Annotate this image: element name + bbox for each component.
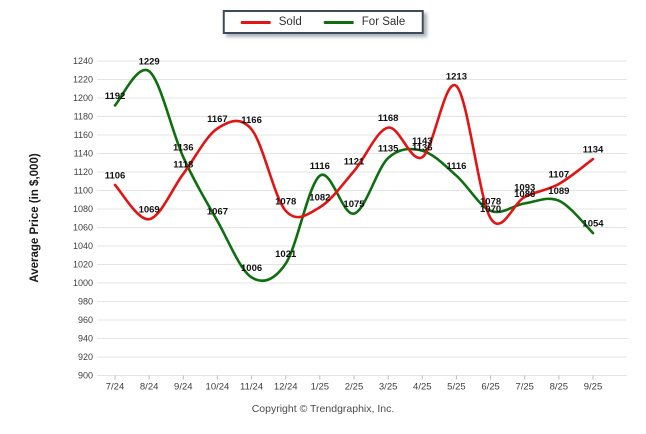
data-label-for-sale: 1229 <box>139 57 160 68</box>
x-tick-label: 8/25 <box>550 382 569 393</box>
data-label-sold: 1069 <box>139 205 160 216</box>
data-label-sold: 1118 <box>173 159 193 170</box>
data-label-for-sale: 1116 <box>446 161 466 172</box>
copyright-text: Copyright © Trendgraphix, Inc. <box>251 403 395 415</box>
chart-legend: Sold For Sale <box>222 10 424 34</box>
data-label-sold: 1136 <box>412 143 433 154</box>
data-label-sold: 1121 <box>344 157 365 168</box>
data-label-sold: 1093 <box>514 182 535 193</box>
data-label-for-sale: 1192 <box>105 91 126 102</box>
y-tick-label: 940 <box>78 334 93 344</box>
data-label-for-sale: 1075 <box>343 199 365 210</box>
y-tick-label: 980 <box>78 297 93 307</box>
y-tick-label: 900 <box>78 371 93 381</box>
x-tick-label: 3/25 <box>379 382 398 393</box>
data-label-for-sale: 1089 <box>548 186 569 197</box>
y-tick-label: 1120 <box>74 167 93 177</box>
x-tick-label: 1/25 <box>311 382 330 393</box>
x-tick-label: 2/25 <box>345 382 364 393</box>
legend-swatch-sold <box>240 20 271 24</box>
data-label-sold: 1168 <box>378 113 399 124</box>
for-sale-line <box>113 68 595 282</box>
x-tick-label: 12/24 <box>274 382 298 393</box>
y-tick-label: 1140 <box>74 149 93 159</box>
legend-label-for-sale: For Sale <box>361 16 406 28</box>
line-chart: 900 920 940 960 980 1000 1020 1040 1060 1080 1100 1… <box>29 56 627 393</box>
data-label-sold: 1078 <box>275 196 296 207</box>
data-label-sold: 1134 <box>583 145 604 156</box>
x-tick-label: 4/25 <box>413 382 432 393</box>
y-tick-label: 1080 <box>73 204 93 214</box>
data-label-sold: 1107 <box>549 170 570 181</box>
sold-line <box>113 83 595 226</box>
legend-swatch-for-sale <box>323 20 354 24</box>
data-label-sold: 1106 <box>105 170 126 181</box>
data-label-sold: 1166 <box>241 115 262 126</box>
data-label-for-sale: 1054 <box>582 219 604 230</box>
data-label-for-sale: 1067 <box>207 207 228 218</box>
y-tick-label: 1160 <box>74 130 93 140</box>
x-tick-label: 9/25 <box>584 382 603 393</box>
y-tick-label: 1020 <box>73 260 93 270</box>
y-tick-label: 1040 <box>73 241 93 251</box>
y-tick-label: 1100 <box>74 186 93 196</box>
x-tick-label: 11/24 <box>240 382 263 393</box>
legend-item-sold: Sold <box>240 16 302 28</box>
data-label-for-sale: 1086 <box>514 189 535 200</box>
data-label-for-sale: 1021 <box>275 249 297 260</box>
y-tick-label: 1180 <box>74 112 93 122</box>
data-label-sold: 1167 <box>207 114 228 125</box>
x-tick-label: 5/25 <box>447 382 466 393</box>
x-tick-label: 10/24 <box>206 382 230 393</box>
data-label-for-sale: 1136 <box>173 143 194 154</box>
y-tick-label: 1220 <box>73 75 93 85</box>
data-label-for-sale: 1006 <box>241 263 262 274</box>
x-tick-label: 7/25 <box>515 382 534 393</box>
y-tick-label: 920 <box>78 352 93 362</box>
y-tick-label: 1000 <box>73 278 93 288</box>
x-tick-label: 6/25 <box>481 382 500 393</box>
y-tick-label: 1200 <box>73 93 93 103</box>
data-label-for-sale: 1078 <box>480 196 501 207</box>
x-tick-label: 8/24 <box>140 382 159 393</box>
y-tick-label: 960 <box>78 315 93 325</box>
x-tick-label: 7/24 <box>106 382 125 393</box>
data-label-for-sale: 1143 <box>412 136 433 147</box>
data-label-sold: 1213 <box>446 71 467 82</box>
y-axis-title: Average Price (in $,000) <box>29 153 41 283</box>
data-label-sold: 1082 <box>309 193 330 204</box>
legend-label-sold: Sold <box>278 16 302 28</box>
y-tick-label: 1240 <box>73 56 93 66</box>
x-tick-label: 9/24 <box>174 382 193 393</box>
legend-item-for-sale: For Sale <box>323 16 406 28</box>
y-tick-label: 1060 <box>73 223 93 233</box>
data-label-for-sale: 1116 <box>310 161 330 172</box>
data-label-for-sale: 1135 <box>378 144 399 155</box>
data-label-sold: 1070 <box>480 204 501 215</box>
